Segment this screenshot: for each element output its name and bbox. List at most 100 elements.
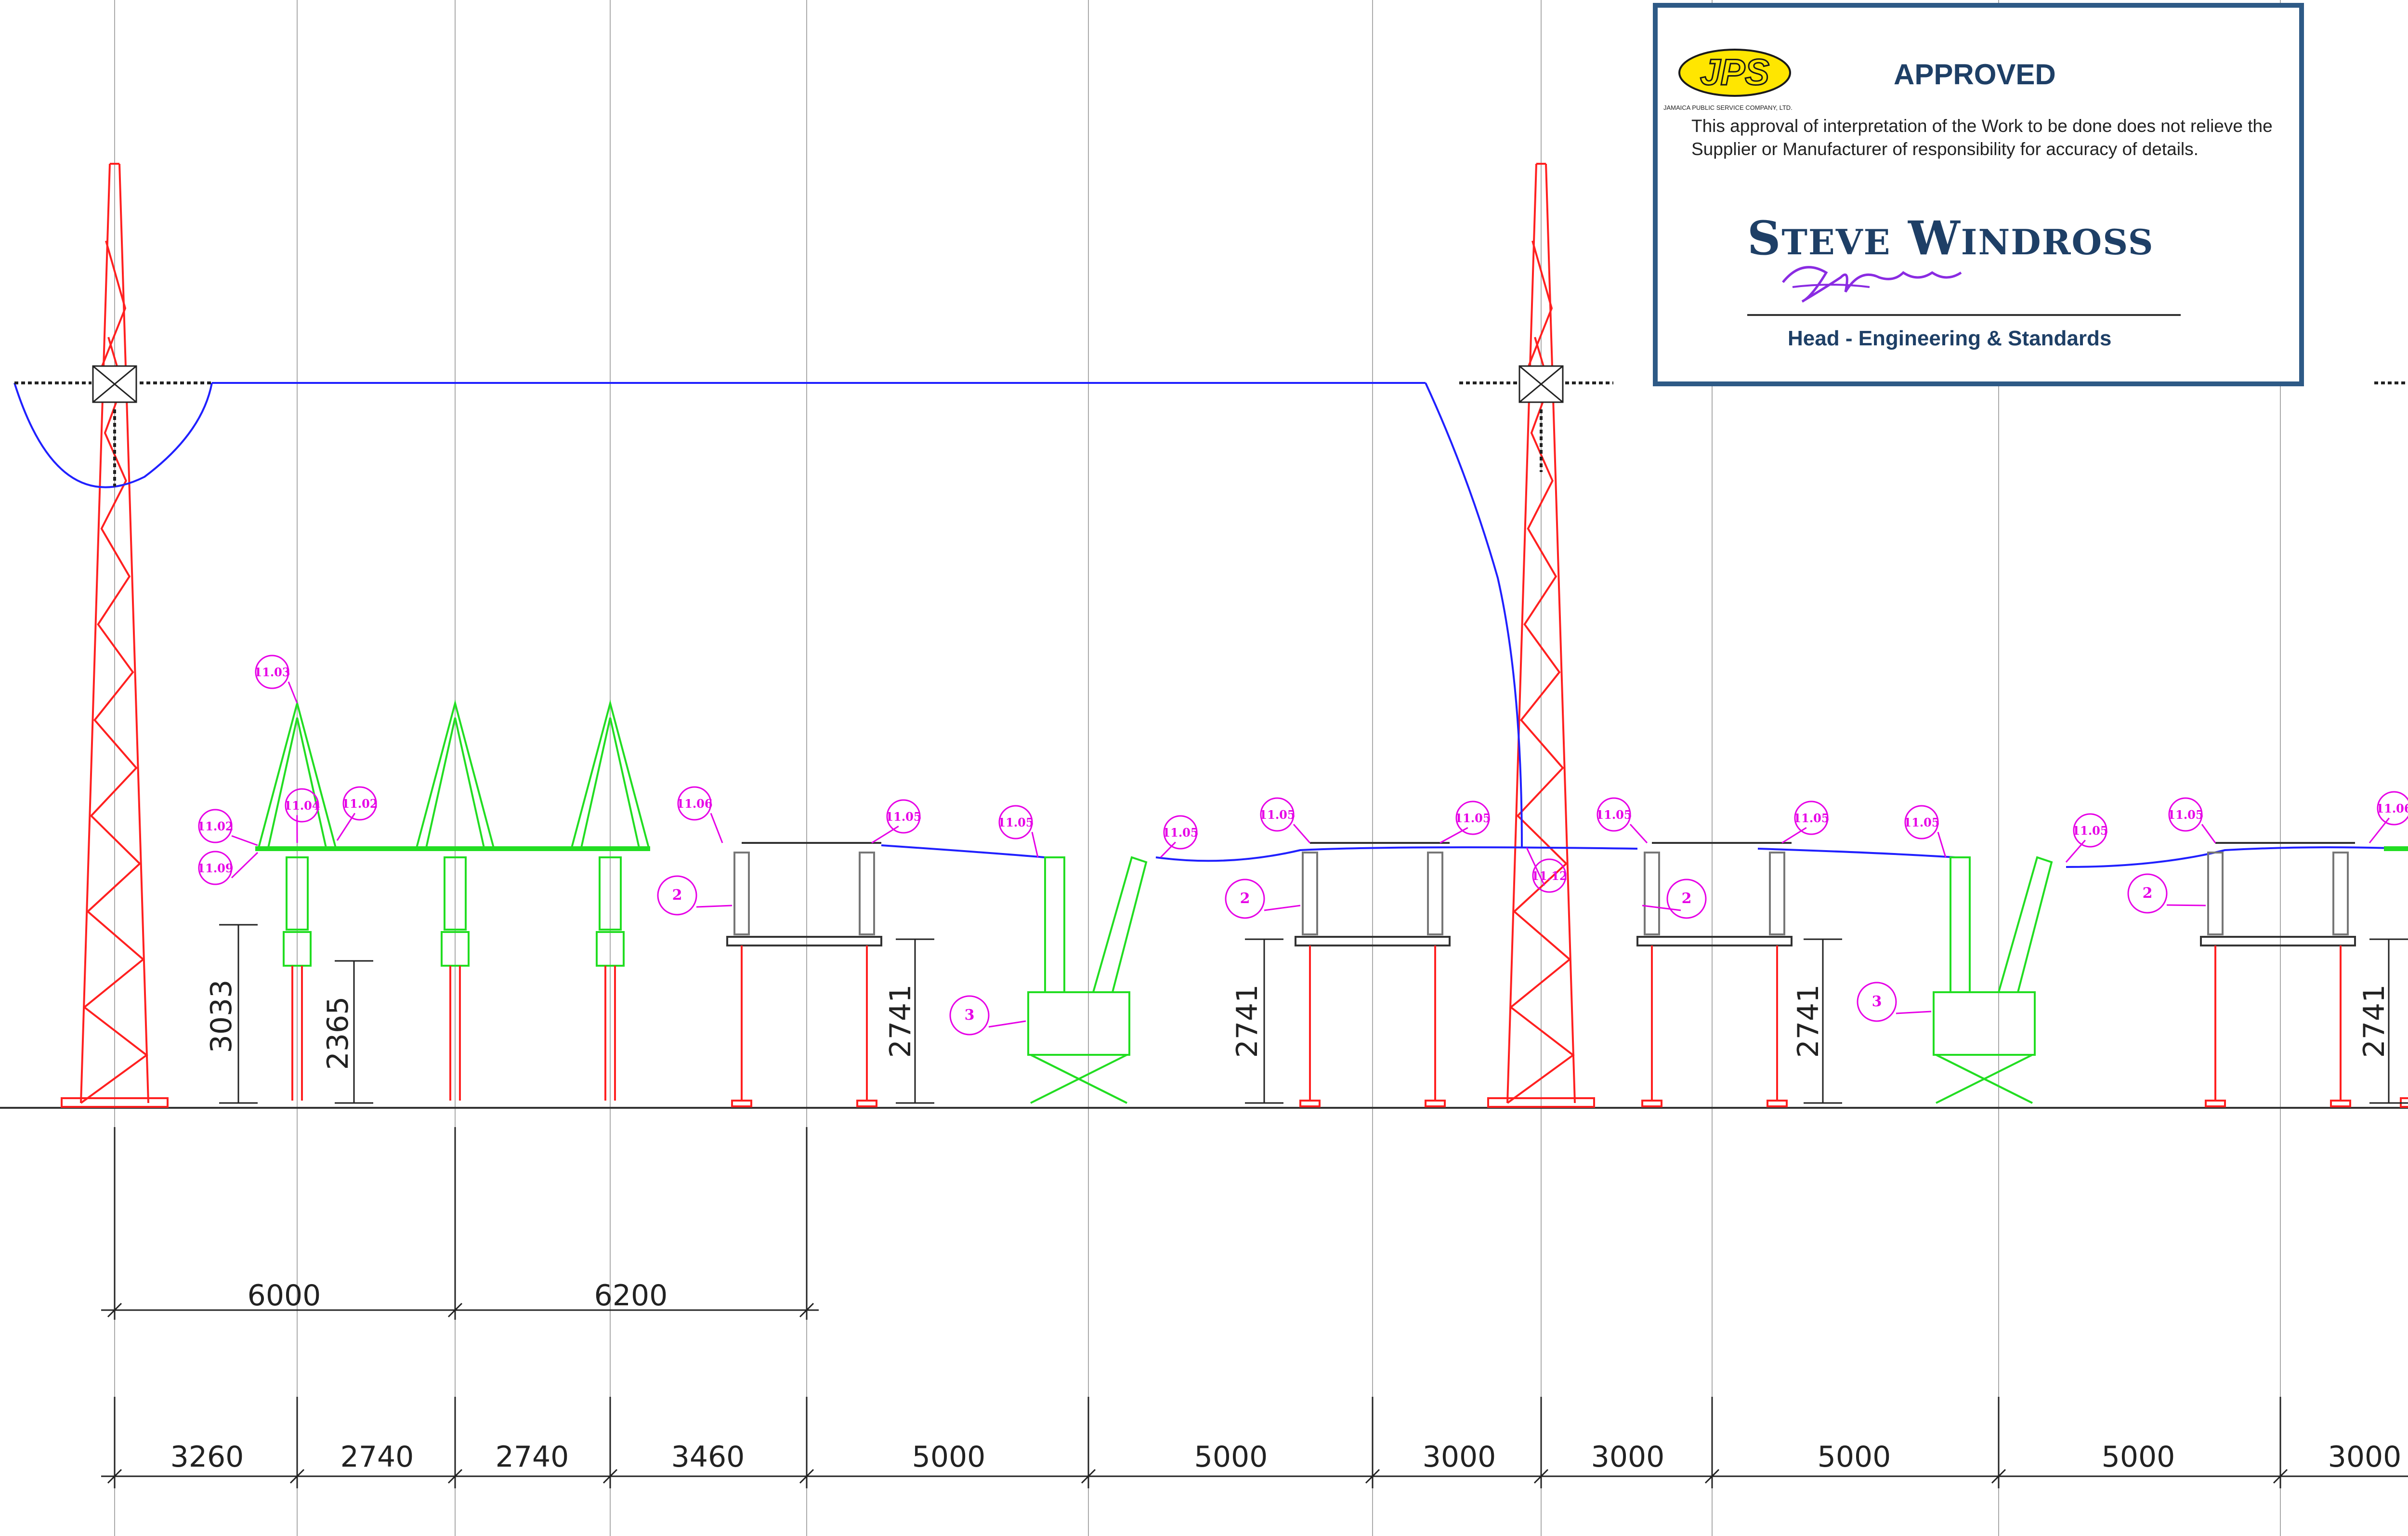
- height-label: 3033: [205, 980, 238, 1053]
- gantry-leg: [425, 717, 485, 848]
- disconnect-insulator: [1644, 852, 1660, 935]
- tag-circle: [1857, 982, 1897, 1022]
- tag-label: 11.09: [197, 861, 233, 875]
- post-base: [2330, 1100, 2351, 1107]
- item-tag: 2: [657, 875, 733, 916]
- tag-leader: [1642, 905, 1681, 911]
- support-beam: [726, 936, 882, 946]
- tag-label: 11.05: [1596, 808, 1632, 822]
- post-base: [1299, 1100, 1321, 1107]
- jps-logo: JPS: [1678, 49, 1791, 97]
- support-beam: [1636, 936, 1793, 946]
- item-tag: 11.05: [2167, 797, 2216, 843]
- tag-circle: [1260, 797, 1295, 832]
- lattice-tower: [1487, 163, 1595, 1108]
- height-dimension-labels: 3033 2365 2741 2741 2741 2741: [205, 980, 2391, 1070]
- tag-label: 2: [1682, 890, 1692, 907]
- tag-label: 2: [672, 887, 682, 904]
- tag-leader: [1440, 827, 1468, 844]
- post-base: [1641, 1100, 1662, 1107]
- disconnect-insulator: [2332, 852, 2349, 935]
- post-insulator: [286, 856, 309, 931]
- tag-leader: [1629, 824, 1648, 844]
- item-tag: 2: [2127, 873, 2206, 914]
- height-label: 2741: [1230, 985, 1264, 1058]
- a-frame-gantry: [571, 699, 650, 967]
- item-tag: 11.03: [254, 655, 298, 704]
- tag-leader: [1896, 1011, 1932, 1014]
- tower-base: [61, 1097, 169, 1108]
- upper-dimension-labels: 6000 6200: [248, 1279, 668, 1313]
- tag-label: 11.05: [1162, 826, 1198, 840]
- svg-text:JPS: JPS: [1700, 52, 1769, 93]
- disconnect-insulator: [859, 852, 875, 935]
- tag-leader: [336, 813, 356, 841]
- gantry-leg: [267, 717, 327, 848]
- tag-label: 11.05: [2167, 808, 2203, 822]
- dim-label: 5000: [2102, 1440, 2175, 1474]
- dim-label: 3460: [671, 1440, 745, 1474]
- tag-circle: [2377, 791, 2408, 826]
- tag-circle: [949, 995, 990, 1036]
- tag-leader: [2065, 840, 2086, 863]
- height-label: 2741: [1792, 985, 1825, 1058]
- item-tag: 11.02: [197, 809, 258, 846]
- item-tag: 11.05: [1160, 815, 1199, 858]
- tag-label: 11.05: [2072, 824, 2108, 838]
- tag-circle: [1794, 801, 1829, 835]
- dimension-tick: [1533, 1469, 1549, 1484]
- disconnect-insulator: [1427, 852, 1443, 935]
- bus-conductor-2: [1757, 846, 2408, 868]
- tower-bracing: [80, 337, 148, 1104]
- tag-leader: [710, 813, 723, 843]
- approver-title: Head - Engineering & Standards: [1788, 327, 2112, 350]
- a-frame-gantry: [416, 699, 495, 967]
- gantry-leg: [580, 717, 640, 848]
- tower-bracing: [1528, 240, 1553, 367]
- tag-circle: [2127, 873, 2168, 914]
- dimension-lines: [101, 924, 2408, 1488]
- dim-label: 3260: [170, 1440, 244, 1474]
- tag-label: 3: [1872, 993, 1882, 1010]
- tag-circle: [1597, 797, 1631, 832]
- tag-label: 11.06: [2376, 801, 2408, 815]
- height-label: 2365: [321, 997, 355, 1070]
- height-label: 2741: [884, 985, 917, 1058]
- tag-circle: [2168, 797, 2203, 832]
- tag-leader: [288, 681, 298, 704]
- tag-leader: [231, 835, 258, 846]
- lattice-towers: [61, 163, 2408, 1108]
- insulator-base: [441, 931, 470, 967]
- tag-circle: [198, 809, 233, 843]
- item-tag: 11.05: [1259, 797, 1311, 843]
- dimension-tick: [799, 1469, 814, 1484]
- tower-leg: [80, 163, 111, 1103]
- dimension-tick: [799, 1302, 814, 1318]
- item-tag: 11.05: [1596, 797, 1648, 844]
- tag-label: 11.04: [284, 799, 320, 813]
- dim-label: 5000: [1194, 1440, 1268, 1474]
- tag-circle: [886, 799, 921, 834]
- tower-base: [1487, 1097, 1595, 1108]
- dim-label: 2740: [496, 1440, 569, 1474]
- tag-circle: [2073, 813, 2107, 848]
- dimension-tick: [1081, 1469, 1096, 1484]
- post-base: [2205, 1100, 2226, 1107]
- overhead-conductors: [13, 382, 2408, 868]
- dim-label: 5000: [912, 1440, 986, 1474]
- breaker-stand: [1936, 1054, 2033, 1104]
- substation-equipment: [255, 699, 2408, 1104]
- breaker-stand: [1030, 1054, 1127, 1104]
- tag-circle: [1666, 879, 1707, 919]
- disconnect-support: [1636, 842, 1793, 1107]
- company-name: JAMAICA PUBLIC SERVICE COMPANY, LTD.: [1663, 104, 1793, 111]
- tag-circle: [998, 805, 1033, 840]
- dimension-tick: [602, 1469, 618, 1484]
- tag-leader: [1937, 831, 1947, 858]
- tag-leader: [1293, 824, 1311, 843]
- tag-label: 11.02: [341, 797, 378, 811]
- support-beam: [1295, 936, 1451, 946]
- tower-leg: [1545, 163, 1576, 1103]
- disconnect-support: [2200, 842, 2356, 1107]
- dimension-tick: [1991, 1469, 2006, 1484]
